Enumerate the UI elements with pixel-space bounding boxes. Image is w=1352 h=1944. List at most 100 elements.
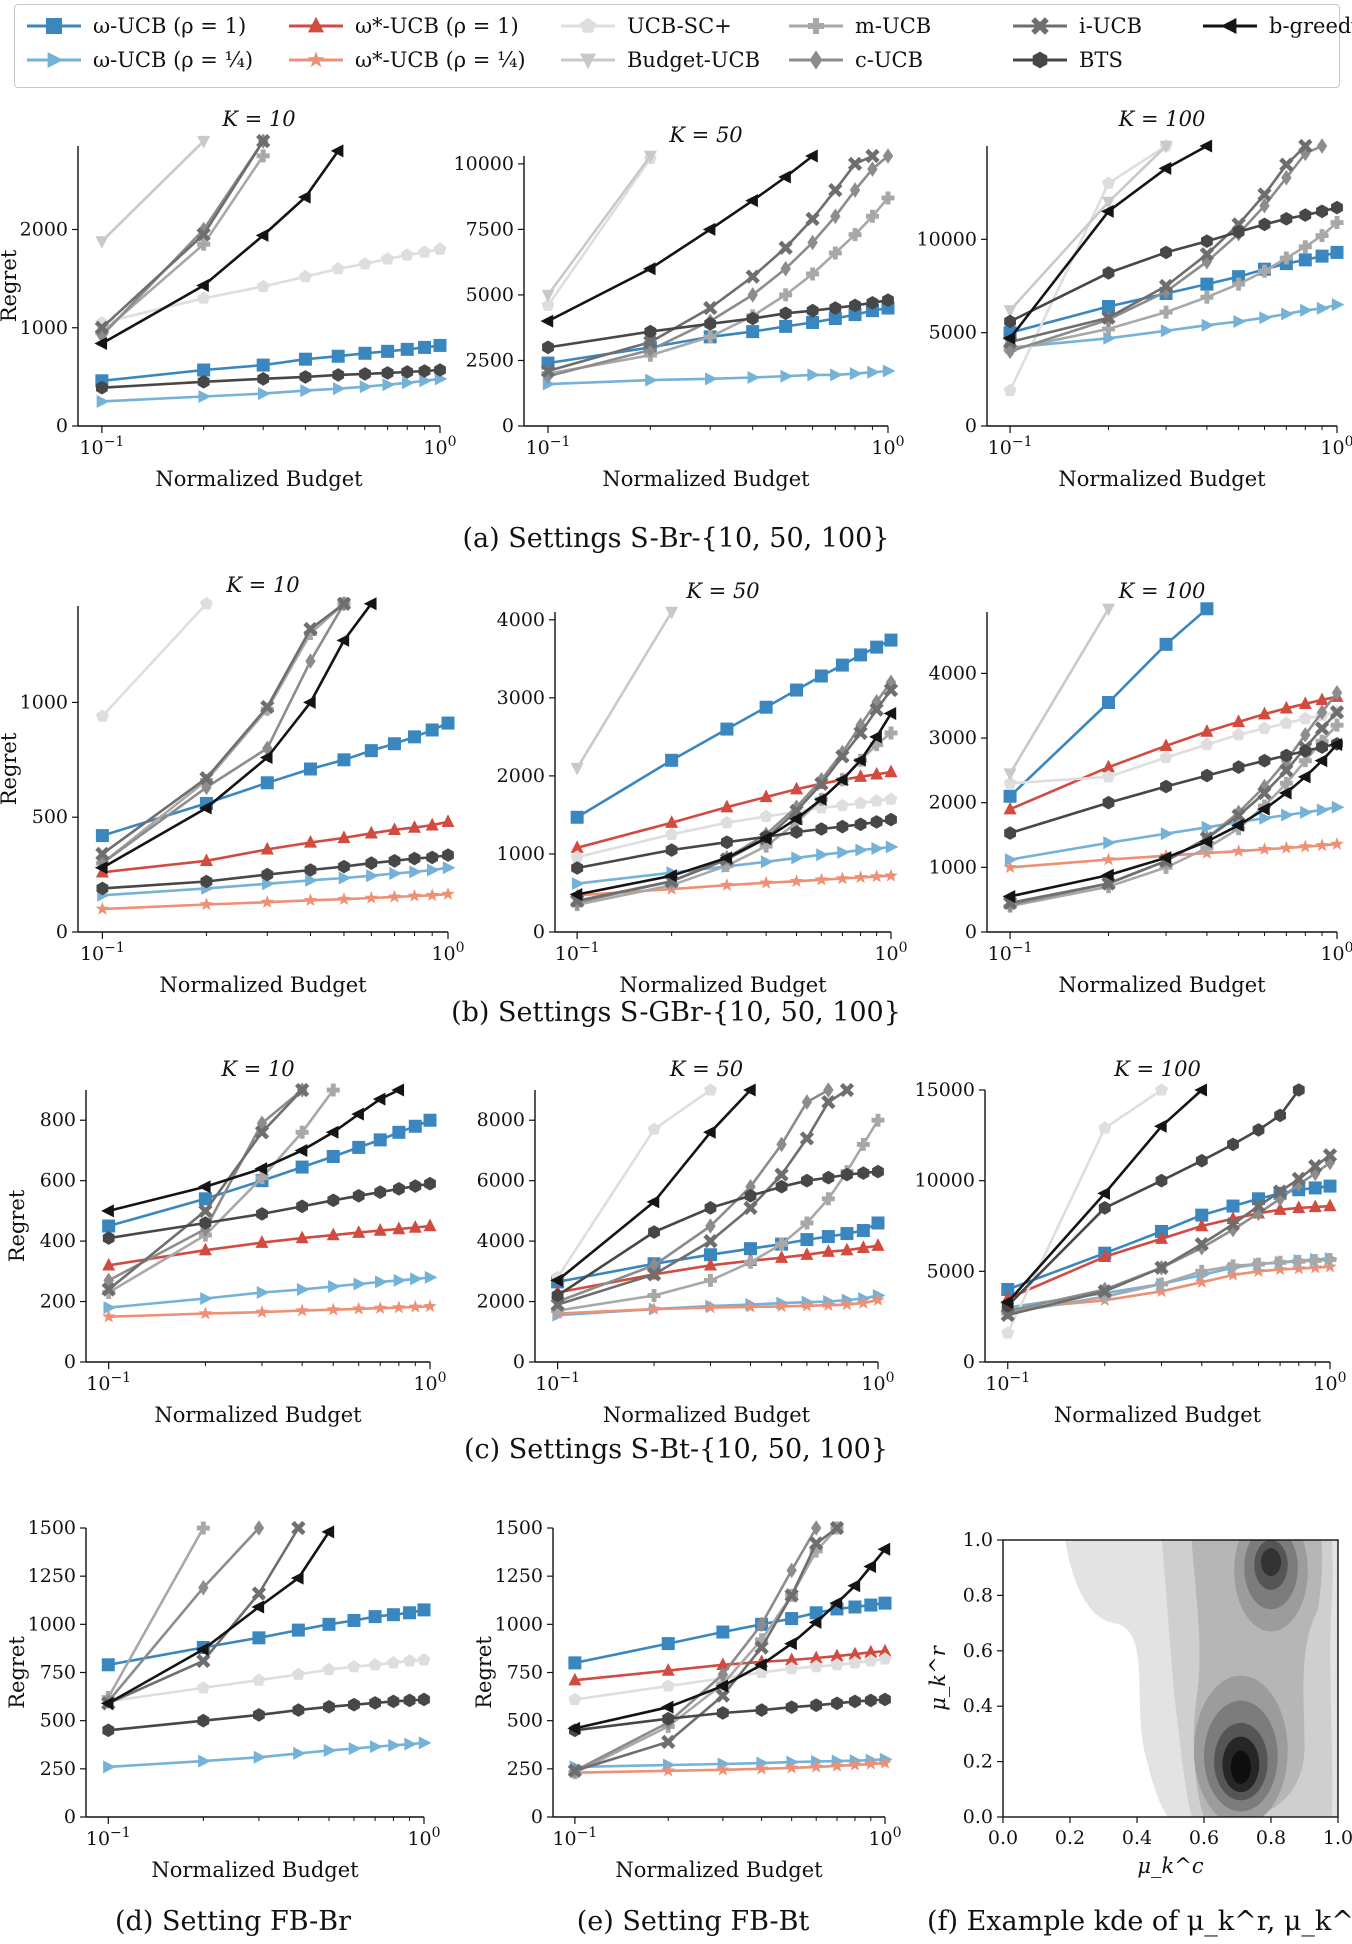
point-b3-wucb14-8 [1316,803,1330,817]
point-c3-mucb-2 [1155,1277,1168,1291]
chart-a2: 0 2500 5000 7500 10000 10−1 100 Normalized Budg… [454,123,905,491]
series-line-c2-mucb [557,1119,880,1312]
point-d-cucb-1 [198,1579,209,1596]
point-b1-bgreedy-0 [94,861,108,875]
ytick-label-d-500: 500 [40,1710,76,1732]
xlabel-f: μ_k^c [1137,1854,1203,1878]
series-line-c1-bgreedy [108,1088,400,1213]
point-b3-wsucb1-4 [1232,714,1246,728]
point-c2-wsucb1-7 [840,1242,854,1256]
series-line-d-ucbsc [108,1658,425,1703]
point-a1-wucb14-2 [257,387,271,401]
point-a1-ucbsc-4 [331,262,345,275]
point-c1-wucb14-9 [424,1270,438,1284]
point-b3-wucb14-7 [1300,805,1313,819]
point-b2-wsucb14-2 [720,878,734,891]
point-b3-bts-3 [1201,768,1213,783]
ytick-label-b2-2000: 2000 [497,765,545,787]
series-line-c1-wsucb1 [108,1224,431,1267]
point-b1-wsucb14-2 [260,895,275,908]
point-b1-bgreedy-1 [198,801,212,815]
point-d-iucb-2 [251,1586,267,1601]
point-a3-bgreedy-1 [1101,204,1114,218]
point-c1-wucb14-8 [410,1272,423,1286]
point-b3-wsucb1-5 [1257,706,1271,720]
series-line-a2-wucb14 [547,369,889,386]
point-a1-mucb-1 [197,237,211,251]
point-e-iucb-4 [784,1588,799,1603]
point-c1-bts-3 [296,1199,308,1214]
point-a2-budgetucb-0 [541,289,555,303]
point-a1-budgetucb-0 [95,236,109,249]
series-line-a2-mucb [547,197,889,375]
point-b3-budgetucb-0 [1003,768,1017,782]
point-a2-wucb1-3 [746,325,760,339]
point-a1-ucbsc-3 [299,269,312,283]
point-c3-wsucb14-6 [1273,1262,1287,1276]
point-c1-bts-9 [424,1176,436,1191]
ytick-label-a1-2000: 2000 [20,219,68,241]
point-b3-wsucb14-7 [1298,839,1313,853]
point-b3-cucb-4 [1233,804,1244,821]
point-b2-wsucb1-2 [720,799,734,813]
point-e-bgreedy-4 [784,1637,797,1651]
legend-label-ucbsc: UCB-SC+ [627,14,732,38]
point-b2-wucb1-9 [884,633,898,647]
point-c2-bts-2 [704,1201,717,1215]
point-c1-wsucb1-9 [423,1218,437,1232]
xlabel-d: Normalized Budget [151,1858,359,1882]
series-line-a2-bgreedy [547,154,814,323]
xtick-label-a1-0.1: 10−1 [79,434,124,459]
point-b3-wsucb14-9 [1330,836,1344,850]
ytick-label-c2-6000: 6000 [477,1170,525,1192]
point-c2-mucb-6 [821,1192,835,1206]
ytick-label-a2-2500: 2500 [466,349,514,371]
xlabel-e: Normalized Budget [615,1858,823,1882]
point-c2-bts-8 [857,1166,870,1180]
point-b1-wucb1-2 [260,776,274,790]
xlabel-c1: Normalized Budget [154,1403,362,1427]
series-line-a3-wucb1 [1009,251,1338,334]
ytick-label-d-1000: 1000 [28,1613,76,1635]
point-e-bgreedy-5 [808,1615,822,1629]
point-c1-mucb-2 [255,1171,269,1185]
ytick-label-b3-4000: 4000 [929,662,977,684]
kde-ytick-label-0.8: 0.8 [963,1584,993,1606]
point-b2-wucb1-8 [870,640,884,654]
point-c1-wucb1-8 [408,1119,422,1133]
kde-xtick-label-1: 1.0 [1323,1827,1352,1849]
series-line-e-bgreedy [574,1548,887,1730]
point-b2-bgreedy-6 [834,773,848,787]
series-line-b3-wucb1 [1009,607,1208,798]
xtick-label-a2-0.1: 10−1 [526,434,571,459]
series-group-b3 [1002,602,1345,913]
point-b2-wucb1-2 [720,722,734,736]
legend-item-wucb14: ω-UCB (ρ = ¼) [25,45,253,75]
point-b3-wsucb1-2 [1159,738,1173,752]
ytick-label-a3-0: 0 [965,415,977,437]
ytick-label-b1-1000: 1000 [20,691,68,713]
point-c2-iucb-6 [821,1094,836,1110]
legend-marker-wucb14 [47,52,64,68]
point-c3-iucb-0 [1000,1307,1015,1322]
point-c2-mucb-3 [744,1255,758,1269]
point-a3-bts-0 [1004,314,1016,329]
point-c1-wsucb14-2 [255,1305,269,1318]
point-b1-wsucb14-4 [337,892,351,905]
point-e-iucb-2 [715,1688,730,1703]
ytick-label-a2-7500: 7500 [466,218,514,240]
legend-swatch-wucb1 [27,18,81,34]
point-b1-wsucb14-7 [407,888,422,902]
point-a1-wucb14-6 [382,378,396,392]
point-c3-bts-4 [1227,1137,1239,1152]
series-line-a3-bts [1009,206,1338,323]
point-a2-bts-4 [779,306,792,321]
point-a2-wucb1-5 [806,315,820,329]
point-a2-wucb14-1 [645,373,658,387]
point-b1-wsucb14-1 [199,897,214,911]
point-a1-ucbsc-2 [256,279,270,292]
point-b2-bgreedy-7 [853,753,866,767]
point-b1-wsucb14-3 [303,893,318,907]
point-c1-iucb-2 [254,1125,270,1140]
point-b3-wsucb1-8 [1315,692,1329,706]
